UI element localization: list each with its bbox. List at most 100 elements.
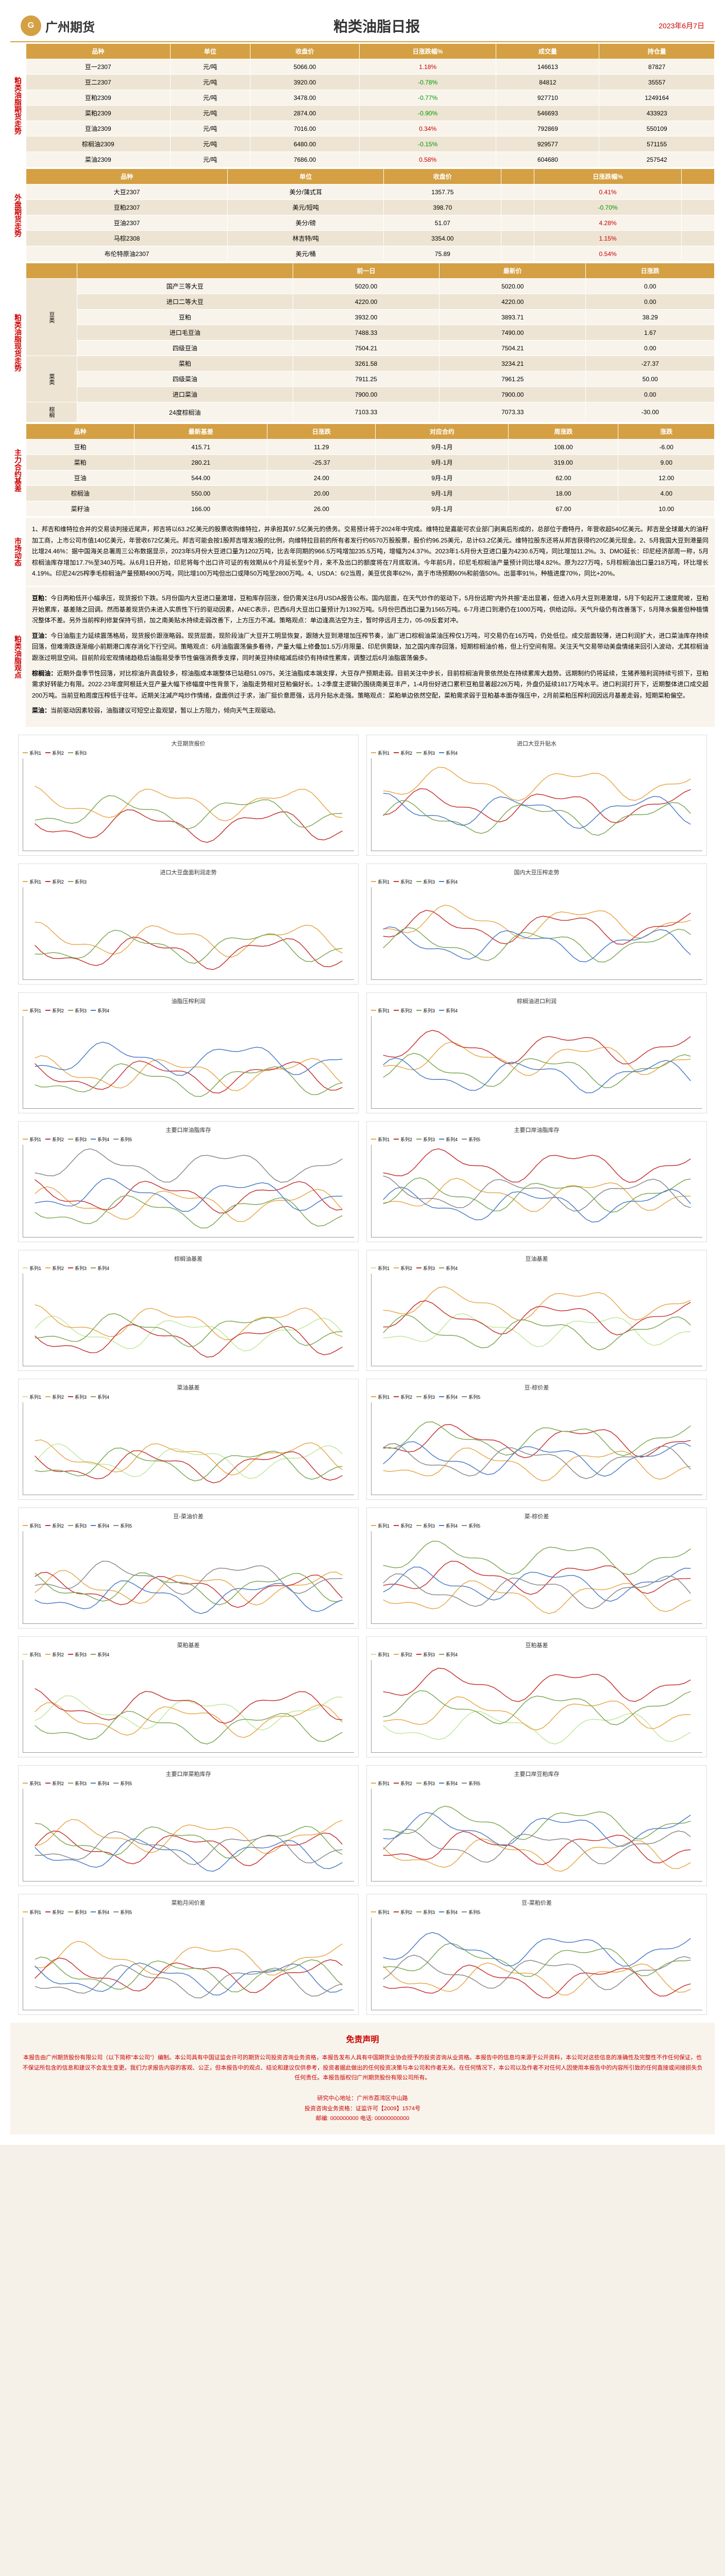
legend-item: 系列1 xyxy=(23,1780,41,1787)
table-cell: 84812 xyxy=(496,75,599,90)
legend-item: 系列2 xyxy=(45,1136,64,1143)
legend-item: 系列3 xyxy=(68,1780,87,1787)
legend-item: 系列1 xyxy=(23,1909,41,1916)
table-cell xyxy=(501,215,534,231)
legend-item: 系列5 xyxy=(113,1522,132,1529)
chart-title: 进口大豆升贴水 xyxy=(371,739,702,748)
table-cell: 菜粕 xyxy=(77,356,293,371)
table-row: 进口二等大豆4220.004220.000.00 xyxy=(26,294,715,310)
table-cell: 24.00 xyxy=(267,470,376,486)
table-header xyxy=(681,169,714,184)
table-row: 菜类菜粕3261.583234.21-27.37 xyxy=(26,356,715,371)
chart: 国内大豆压榨走势系列1系列2系列3系列4 xyxy=(366,863,707,985)
chart-body xyxy=(371,1660,702,1753)
legend-item: 系列4 xyxy=(91,1780,109,1787)
legend-item: 系列3 xyxy=(416,1007,435,1014)
legend-item: 系列1 xyxy=(371,1265,390,1272)
table-cell: 豆油2309 xyxy=(26,121,171,137)
table-row: 进口毛豆油7488.337490.001.67 xyxy=(26,325,715,341)
table-cell: 四级菜油 xyxy=(77,371,293,387)
legend-item: 系列1 xyxy=(23,1522,41,1529)
table-cell: 7900.00 xyxy=(440,387,586,402)
table-cell xyxy=(681,200,714,215)
table-header: 对应合约 xyxy=(376,424,509,439)
chart-legend: 系列1系列2系列3系列4系列5 xyxy=(23,1780,354,1787)
table-header: 品种 xyxy=(26,169,228,184)
legend-item: 系列4 xyxy=(439,1007,458,1014)
table-header: 单位 xyxy=(228,169,384,184)
table-cell: 9月-1月 xyxy=(376,455,509,470)
legend-item: 系列3 xyxy=(68,878,87,885)
table-row: 豆类国产三等大豆5020.005020.000.00 xyxy=(26,279,715,294)
legend-item: 系列1 xyxy=(371,1780,390,1787)
table-header: 日涨跌幅% xyxy=(534,169,681,184)
legend-item: 系列3 xyxy=(68,1651,87,1658)
chart: 棕榈油进口利润系列1系列2系列3系列4 xyxy=(366,992,707,1113)
legend-item: 系列3 xyxy=(68,1007,87,1014)
table-cell: 146613 xyxy=(496,59,599,75)
legend-item: 系列5 xyxy=(462,1909,480,1916)
table-cell: 大豆2307 xyxy=(26,184,228,200)
legend-item: 系列5 xyxy=(113,1909,132,1916)
chart-legend: 系列1系列2系列3系列4系列5 xyxy=(371,1136,702,1143)
table-header: 最新基差 xyxy=(134,424,267,439)
chart-body xyxy=(23,1789,354,1882)
chart: 主要口岸菜粕库存系列1系列2系列3系列4系列5 xyxy=(18,1765,359,1886)
table-cell: 6480.00 xyxy=(250,137,360,152)
legend-item: 系列4 xyxy=(439,750,458,756)
table-cell: 5020.00 xyxy=(440,279,586,294)
legend-item: 系列3 xyxy=(416,1136,435,1143)
table-cell: 豆粕 xyxy=(26,439,134,455)
table-cell: 豆一2307 xyxy=(26,59,171,75)
section-label-news: 市场动态 xyxy=(10,518,26,586)
table-row: 豆粕3932.003893.7138.29 xyxy=(26,310,715,325)
table-cell: 3354.00 xyxy=(384,231,501,246)
legend-item: 系列2 xyxy=(394,1780,412,1787)
table-cell: 7900.00 xyxy=(293,387,439,402)
table-cell: 544.00 xyxy=(134,470,267,486)
legend-item: 系列2 xyxy=(394,1522,412,1529)
chart-title: 菜粕月间价差 xyxy=(23,1899,354,1907)
table-header: 日涨跌 xyxy=(586,263,715,279)
opinion-text: 今日油脂主力延续震荡格局，现货报价跟涨略弱。现货层面，现阶段油厂大豆开工明显恢复… xyxy=(32,632,709,662)
table-header: 前一日 xyxy=(293,263,439,279)
legend-item: 系列3 xyxy=(68,1265,87,1272)
table-cell: 0.00 xyxy=(586,341,715,356)
table-cell xyxy=(501,246,534,262)
table-row: 豆油544.0024.009月-1月62.0012.00 xyxy=(26,470,715,486)
table-cell: 75.89 xyxy=(384,246,501,262)
legend-item: 系列2 xyxy=(394,878,412,885)
chart: 菜粕月间价差系列1系列2系列3系列4系列5 xyxy=(18,1894,359,2015)
table-cell: 35557 xyxy=(599,75,715,90)
table-cell: -27.37 xyxy=(586,356,715,371)
chart-body xyxy=(371,1789,702,1882)
legend-item: 系列2 xyxy=(45,1007,64,1014)
chart: 主要口岸油脂库存系列1系列2系列3系列4系列5 xyxy=(366,1121,707,1242)
chart-legend: 系列1系列2系列3系列4 xyxy=(23,1394,354,1400)
table-cell: 美分/蒲式耳 xyxy=(228,184,384,200)
table-row: 四级豆油7504.217504.210.00 xyxy=(26,341,715,356)
legend-item: 系列5 xyxy=(462,1394,480,1400)
table-cell: 5066.00 xyxy=(250,59,360,75)
basis-table: 品种最新基差日涨跌对应合约周涨跌涨跌 豆粕415.7111.299月-1月108… xyxy=(26,423,715,517)
table-cell: -6.00 xyxy=(618,439,715,455)
charts-grid: 大豆期货报价系列1系列2系列3进口大豆升贴水系列1系列2系列3系列4进口大豆盘面… xyxy=(10,727,715,2023)
chart-body xyxy=(23,1918,354,2010)
table-cell: -25.37 xyxy=(267,455,376,470)
table-cell: 62.00 xyxy=(509,470,618,486)
table-cell: 林吉特/吨 xyxy=(228,231,384,246)
legend-item: 系列4 xyxy=(91,1265,109,1272)
legend-item: 系列4 xyxy=(439,1780,458,1787)
table-cell: 67.00 xyxy=(509,501,618,517)
table-header: 日涨跌幅% xyxy=(359,44,496,59)
external-table: 品种单位收盘价日涨跌幅% 大豆2307美分/蒲式耳1357.750.41%豆粕2… xyxy=(26,168,715,262)
table-header xyxy=(77,263,293,279)
legend-item: 系列4 xyxy=(439,1265,458,1272)
legend-item: 系列3 xyxy=(416,878,435,885)
opinion-label: 豆油： xyxy=(32,632,50,639)
chart: 豆-菜粕价差系列1系列2系列3系列4系列5 xyxy=(366,1894,707,2015)
chart-body xyxy=(371,887,702,980)
table-cell: 0.54% xyxy=(534,246,681,262)
chart-legend: 系列1系列2系列3系列4 xyxy=(23,1007,354,1014)
chart-body xyxy=(23,1274,354,1366)
